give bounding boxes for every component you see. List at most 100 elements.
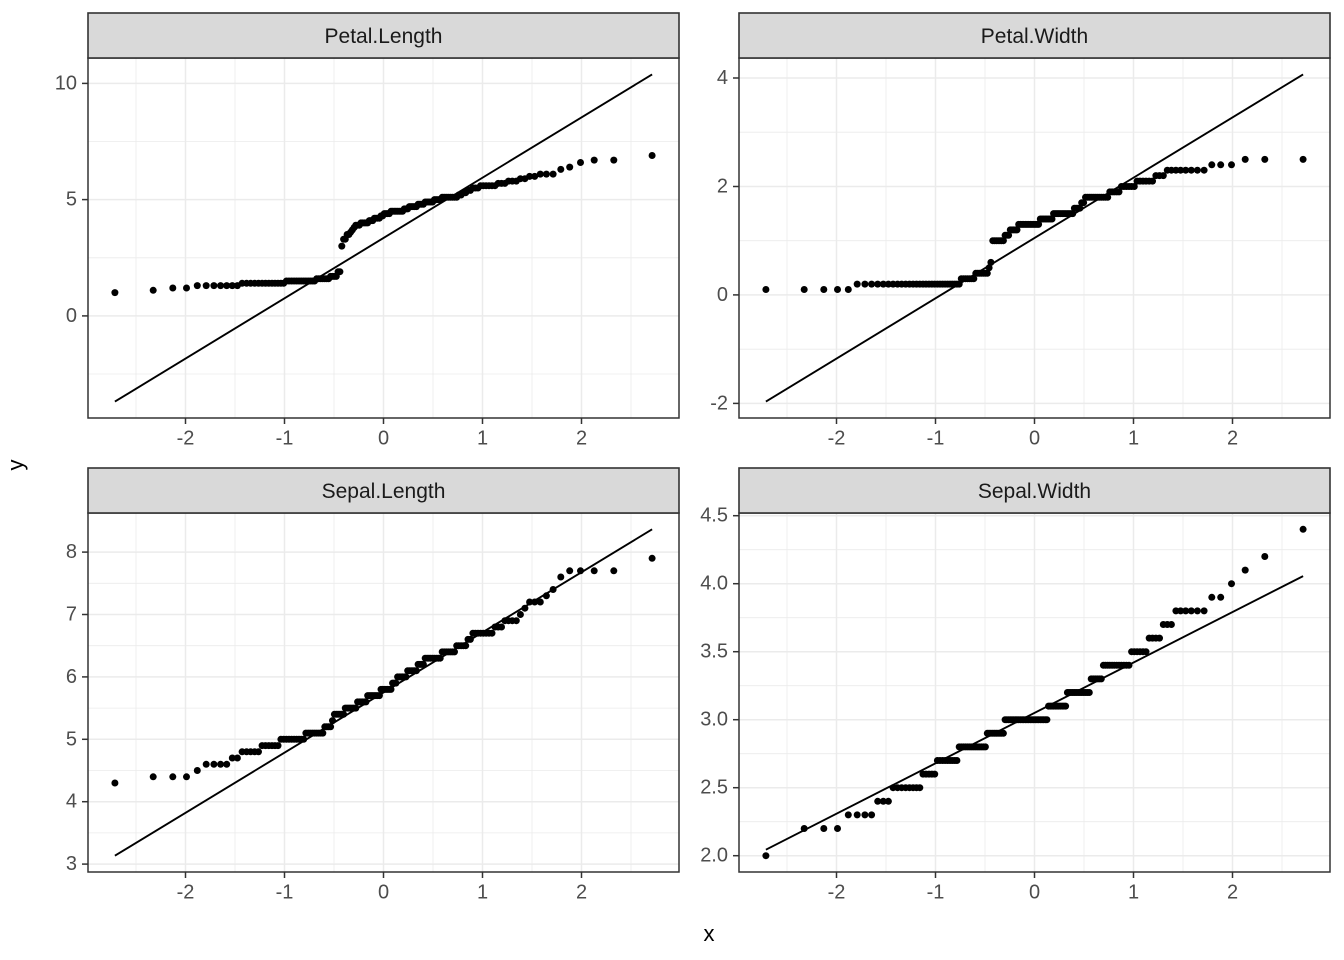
qq-point bbox=[1261, 155, 1269, 163]
x-tick-label: -2 bbox=[828, 882, 846, 904]
qq-point bbox=[329, 717, 336, 725]
qq-point bbox=[193, 767, 201, 774]
qq-point bbox=[1159, 172, 1167, 180]
x-tick-label: -2 bbox=[177, 882, 195, 904]
qq-point bbox=[536, 598, 544, 606]
y-tick-label: 3 bbox=[66, 853, 77, 875]
qq-point bbox=[1241, 566, 1249, 574]
qq-point bbox=[362, 698, 370, 706]
qq-point bbox=[228, 754, 236, 762]
facet-strip-petal-width bbox=[738, 12, 1331, 59]
x-tick-label: -1 bbox=[276, 882, 294, 904]
qq-point bbox=[800, 286, 808, 293]
grid-major bbox=[739, 513, 1330, 872]
qq-point bbox=[536, 170, 544, 178]
qq-point bbox=[1156, 634, 1163, 642]
qq-point bbox=[1069, 210, 1077, 218]
qq-points bbox=[762, 525, 1307, 860]
x-tick-label: 0 bbox=[378, 428, 389, 450]
qq-point bbox=[1193, 166, 1201, 174]
qq-point bbox=[999, 729, 1007, 737]
qq-point bbox=[526, 172, 534, 180]
facet-strip-sepal-length bbox=[87, 467, 680, 514]
facet-sepal-width: Sepal.Width 2.0 2.5 3.0 3.5 4.0 4.5 -2 -1 0 1 2 bbox=[700, 467, 1331, 904]
qq-point bbox=[549, 586, 557, 593]
qq-point bbox=[861, 280, 869, 288]
qq-point bbox=[228, 282, 236, 290]
qq-point bbox=[1167, 621, 1175, 628]
qq-point bbox=[820, 286, 828, 293]
qq-point bbox=[521, 604, 529, 612]
qq-point bbox=[999, 237, 1007, 245]
qq-point bbox=[202, 760, 210, 768]
x-tick-label: 1 bbox=[477, 882, 488, 904]
qq-point bbox=[223, 760, 231, 768]
qq-point bbox=[1043, 716, 1051, 724]
qq-point bbox=[319, 729, 327, 737]
qq-point bbox=[834, 825, 841, 832]
qq-point bbox=[202, 282, 210, 290]
qq-point bbox=[800, 825, 808, 832]
qq-point bbox=[352, 704, 360, 712]
qq-point bbox=[402, 673, 410, 681]
qq-point bbox=[1125, 661, 1133, 669]
x-tick-label: 0 bbox=[378, 882, 389, 904]
qq-point bbox=[762, 852, 770, 860]
qq-point bbox=[111, 289, 119, 297]
qq-point bbox=[549, 170, 557, 178]
qq-point bbox=[1076, 204, 1084, 212]
qq-point bbox=[1085, 689, 1093, 696]
qq-point bbox=[1013, 226, 1021, 234]
qq-point bbox=[542, 592, 550, 600]
facet-strip-label: Sepal.Width bbox=[978, 480, 1091, 503]
qq-point bbox=[1130, 183, 1138, 190]
facet-strip-label: Sepal.Length bbox=[322, 480, 446, 503]
qq-point bbox=[327, 723, 335, 731]
qq-point bbox=[1187, 166, 1195, 174]
qq-point bbox=[981, 743, 989, 751]
qq-point bbox=[1115, 188, 1123, 196]
qq-point bbox=[412, 667, 420, 675]
y-tick-label: 3.5 bbox=[700, 641, 728, 663]
y-tick-label: 6 bbox=[66, 666, 77, 688]
qq-point bbox=[223, 282, 231, 290]
qq-point bbox=[610, 567, 618, 575]
qq-points bbox=[111, 152, 656, 297]
qq-point bbox=[853, 280, 861, 288]
qq-point bbox=[1048, 215, 1056, 223]
x-tick-label: -1 bbox=[927, 428, 945, 450]
qq-point bbox=[610, 156, 618, 164]
qq-point bbox=[274, 742, 282, 750]
qq-point bbox=[451, 648, 458, 656]
qq-point bbox=[542, 170, 550, 178]
qq-point bbox=[1097, 675, 1105, 683]
qq-point bbox=[970, 275, 978, 283]
qq-point bbox=[512, 617, 520, 625]
qq-point bbox=[884, 797, 892, 805]
qq-point bbox=[336, 268, 344, 276]
qq-point bbox=[844, 286, 852, 293]
qq-line bbox=[114, 73, 653, 403]
qq-point bbox=[183, 773, 190, 781]
x-tick-label: 0 bbox=[1029, 428, 1040, 450]
qq-point bbox=[1200, 166, 1208, 174]
qq-point bbox=[1062, 702, 1070, 710]
qq-point bbox=[531, 172, 539, 180]
qq-point bbox=[953, 757, 961, 764]
y-tick-label: 4.5 bbox=[700, 505, 728, 527]
x-tick-label: -2 bbox=[828, 428, 846, 450]
qq-point bbox=[466, 635, 474, 643]
qq-point bbox=[375, 692, 383, 700]
qq-point bbox=[874, 797, 882, 805]
qq-point bbox=[557, 165, 565, 173]
qq-point bbox=[233, 754, 241, 762]
qq-point bbox=[985, 264, 993, 272]
qq-point bbox=[879, 797, 887, 805]
facet-petal-length: Petal.Length 0 5 10 -2 -1 0 1 2 bbox=[55, 12, 680, 450]
x-tick-label: 0 bbox=[1029, 882, 1040, 904]
qq-point bbox=[590, 156, 598, 164]
qq-point bbox=[516, 611, 524, 618]
qq-point bbox=[853, 811, 861, 819]
qq-points bbox=[762, 155, 1307, 293]
grid-major bbox=[88, 513, 679, 872]
